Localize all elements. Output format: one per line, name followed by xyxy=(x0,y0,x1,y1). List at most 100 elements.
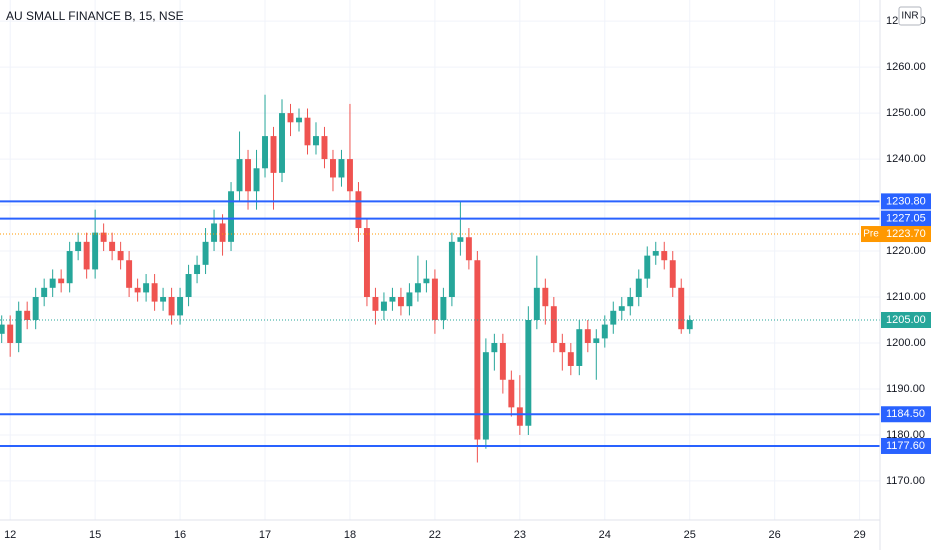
candle-body xyxy=(355,191,362,229)
pre-market-tag: Pre xyxy=(863,229,879,240)
candle-body xyxy=(219,223,226,242)
candle-body xyxy=(593,338,600,343)
y-tick-label: 1180.00 xyxy=(886,429,925,441)
candle-body xyxy=(686,320,693,330)
x-tick-label: 22 xyxy=(429,529,441,541)
plot-area xyxy=(0,94,880,463)
level-label-box xyxy=(881,210,931,227)
candle-body xyxy=(202,241,209,265)
candle-body xyxy=(177,297,184,316)
candle-body xyxy=(151,283,158,302)
y-tick-label: 1220.00 xyxy=(886,245,926,257)
candle-body xyxy=(491,342,498,353)
last-price-box xyxy=(881,312,931,328)
candle-body xyxy=(185,274,192,298)
x-tick-label: 23 xyxy=(514,529,526,541)
x-tick-label: 25 xyxy=(684,529,696,541)
candle-body xyxy=(287,113,294,123)
y-tick-label: 1170.00 xyxy=(886,475,925,487)
candle-body xyxy=(253,168,260,192)
candle-body xyxy=(211,223,218,242)
candle-body xyxy=(58,278,65,284)
candle-body xyxy=(559,342,566,353)
candle-body xyxy=(41,287,48,298)
candle-body xyxy=(228,191,235,242)
level-label: 1227.05 xyxy=(886,213,926,225)
pre-market-tag-box xyxy=(861,226,881,243)
candle-body xyxy=(49,278,56,288)
currency-box[interactable] xyxy=(898,6,922,26)
x-tick-label: 15 xyxy=(89,529,101,541)
candle-body xyxy=(678,287,685,330)
candle-body xyxy=(372,297,379,311)
x-tick-label: 12 xyxy=(4,529,16,541)
y-tick-label: 1250.00 xyxy=(886,107,926,119)
candle-body xyxy=(610,310,617,325)
currency-label[interactable]: INR xyxy=(901,11,918,22)
candle-body xyxy=(601,324,608,339)
candle-body xyxy=(499,342,506,380)
candle-body xyxy=(0,324,5,334)
candle-body xyxy=(440,297,447,320)
candle-body xyxy=(406,292,413,307)
candle-body xyxy=(24,310,31,320)
candle-body xyxy=(262,136,268,169)
candle-body xyxy=(143,283,150,293)
candle-body xyxy=(83,241,90,270)
x-tick-label: 18 xyxy=(344,529,356,541)
candle-body xyxy=(542,287,549,307)
candle-body xyxy=(270,136,277,173)
x-tick-label: 16 xyxy=(174,529,186,541)
axes: 1170.00 1180.00 1190.00 1200.00 1210.00 1220.… xyxy=(4,15,931,541)
candle-body xyxy=(245,159,252,192)
candle-body xyxy=(236,159,243,192)
candle-body xyxy=(321,136,328,160)
candle-body xyxy=(465,237,472,261)
candle-body xyxy=(550,306,557,343)
candle-body xyxy=(431,278,438,320)
x-tick-label: 29 xyxy=(853,529,865,541)
y-tick-label: 1240.00 xyxy=(886,153,926,165)
candle-body xyxy=(423,278,430,284)
chart-title: AU SMALL FINANCE B, 15, NSE xyxy=(6,9,184,23)
candle-body xyxy=(661,251,668,261)
candle-body xyxy=(32,297,39,320)
last-price-label: 1205.00 xyxy=(886,314,926,326)
candle-body xyxy=(338,159,345,178)
candle-body xyxy=(474,260,481,440)
candle-body xyxy=(66,251,73,284)
candle-body xyxy=(109,241,116,252)
candle-body xyxy=(194,264,201,275)
candle-body xyxy=(100,232,107,242)
candle-body xyxy=(652,251,659,256)
candle-body xyxy=(525,320,532,426)
level-label: 1230.80 xyxy=(886,195,926,207)
candle-body xyxy=(448,241,455,298)
candle-body xyxy=(313,136,319,146)
candle-body xyxy=(644,255,651,279)
candle-body xyxy=(330,159,336,178)
candle-body xyxy=(134,287,141,293)
level-label: 1184.50 xyxy=(886,408,925,420)
candle-body xyxy=(567,352,574,366)
candle-body xyxy=(414,283,421,293)
candle-body xyxy=(168,297,175,316)
candle-body xyxy=(363,228,370,298)
candle-body xyxy=(533,287,540,320)
candle-body xyxy=(7,324,14,343)
y-tick-label: 1190.00 xyxy=(886,383,925,395)
candle-body xyxy=(457,237,464,242)
candle-body xyxy=(296,117,302,123)
candle-body xyxy=(279,113,285,173)
candle-body xyxy=(635,278,642,298)
pre-market-label: 1223.70 xyxy=(886,228,926,240)
candle-body xyxy=(576,329,583,366)
candle-body xyxy=(627,297,634,307)
candle-body xyxy=(304,117,311,146)
x-tick-label: 24 xyxy=(599,529,611,541)
candle-body xyxy=(160,297,167,302)
candle-body xyxy=(15,310,22,343)
y-tick-label: 1210.00 xyxy=(886,291,926,303)
